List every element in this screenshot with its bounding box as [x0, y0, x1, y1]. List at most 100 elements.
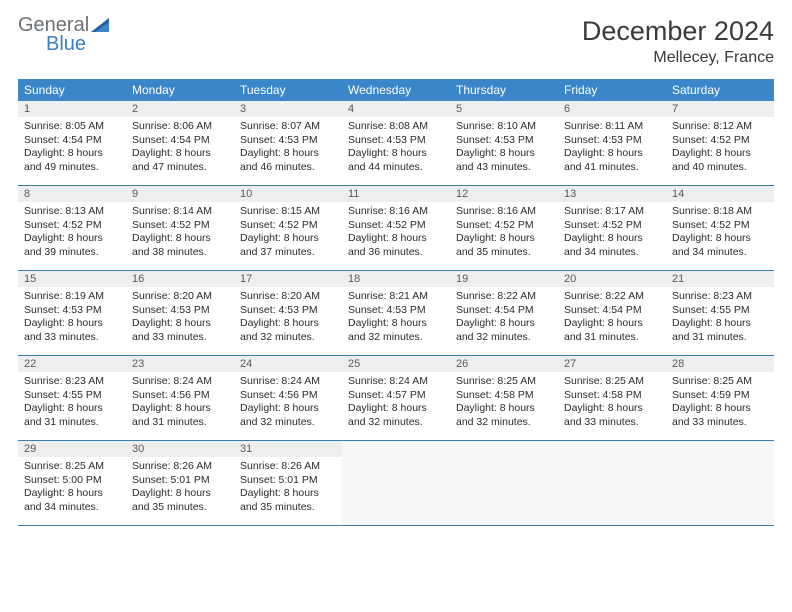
day-number: 26 [450, 356, 558, 372]
calendar-empty [450, 441, 558, 526]
day-number: 29 [18, 441, 126, 457]
calendar-day: 14Sunrise: 8:18 AMSunset: 4:52 PMDayligh… [666, 186, 774, 271]
sunset-line: Sunset: 4:52 PM [456, 219, 552, 233]
calendar-empty [342, 441, 450, 526]
calendar-day: 23Sunrise: 8:24 AMSunset: 4:56 PMDayligh… [126, 356, 234, 441]
day-number: 28 [666, 356, 774, 372]
daylight-line: Daylight: 8 hours and 47 minutes. [132, 147, 228, 174]
daylight-line: Daylight: 8 hours and 32 minutes. [348, 317, 444, 344]
calendar-day: 31Sunrise: 8:26 AMSunset: 5:01 PMDayligh… [234, 441, 342, 526]
sunset-line: Sunset: 4:55 PM [672, 304, 768, 318]
sunset-line: Sunset: 4:54 PM [456, 304, 552, 318]
calendar-day: 27Sunrise: 8:25 AMSunset: 4:58 PMDayligh… [558, 356, 666, 441]
sunset-line: Sunset: 4:53 PM [240, 134, 336, 148]
day-body: Sunrise: 8:16 AMSunset: 4:52 PMDaylight:… [450, 202, 558, 270]
daylight-line: Daylight: 8 hours and 32 minutes. [240, 402, 336, 429]
sunrise-line: Sunrise: 8:26 AM [132, 460, 228, 474]
sunrise-line: Sunrise: 8:18 AM [672, 205, 768, 219]
weekday-header: Wednesday [342, 79, 450, 101]
calendar-day: 20Sunrise: 8:22 AMSunset: 4:54 PMDayligh… [558, 271, 666, 356]
day-number: 30 [126, 441, 234, 457]
sunrise-line: Sunrise: 8:17 AM [564, 205, 660, 219]
day-body: Sunrise: 8:10 AMSunset: 4:53 PMDaylight:… [450, 117, 558, 185]
day-body: Sunrise: 8:08 AMSunset: 4:53 PMDaylight:… [342, 117, 450, 185]
location: Mellecey, France [582, 49, 774, 67]
daylight-line: Daylight: 8 hours and 46 minutes. [240, 147, 336, 174]
sunset-line: Sunset: 4:56 PM [240, 389, 336, 403]
logo: General Blue [18, 16, 113, 54]
day-number: 15 [18, 271, 126, 287]
sunrise-line: Sunrise: 8:07 AM [240, 120, 336, 134]
sunrise-line: Sunrise: 8:20 AM [132, 290, 228, 304]
month-title: December 2024 [582, 16, 774, 47]
weekday-header: Friday [558, 79, 666, 101]
sunset-line: Sunset: 5:01 PM [240, 474, 336, 488]
day-body: Sunrise: 8:14 AMSunset: 4:52 PMDaylight:… [126, 202, 234, 270]
sunrise-line: Sunrise: 8:24 AM [240, 375, 336, 389]
day-body: Sunrise: 8:24 AMSunset: 4:56 PMDaylight:… [234, 372, 342, 440]
day-body: Sunrise: 8:22 AMSunset: 4:54 PMDaylight:… [558, 287, 666, 355]
sunset-line: Sunset: 4:54 PM [564, 304, 660, 318]
day-number: 20 [558, 271, 666, 287]
sunset-line: Sunset: 4:58 PM [564, 389, 660, 403]
calendar-day: 22Sunrise: 8:23 AMSunset: 4:55 PMDayligh… [18, 356, 126, 441]
sunrise-line: Sunrise: 8:13 AM [24, 205, 120, 219]
sunrise-line: Sunrise: 8:24 AM [132, 375, 228, 389]
day-body: Sunrise: 8:05 AMSunset: 4:54 PMDaylight:… [18, 117, 126, 185]
daylight-line: Daylight: 8 hours and 41 minutes. [564, 147, 660, 174]
day-body: Sunrise: 8:24 AMSunset: 4:57 PMDaylight:… [342, 372, 450, 440]
day-body: Sunrise: 8:22 AMSunset: 4:54 PMDaylight:… [450, 287, 558, 355]
sunrise-line: Sunrise: 8:21 AM [348, 290, 444, 304]
sunrise-line: Sunrise: 8:15 AM [240, 205, 336, 219]
day-number: 5 [450, 101, 558, 117]
daylight-line: Daylight: 8 hours and 32 minutes. [240, 317, 336, 344]
daylight-line: Daylight: 8 hours and 40 minutes. [672, 147, 768, 174]
daylight-line: Daylight: 8 hours and 31 minutes. [24, 402, 120, 429]
daylight-line: Daylight: 8 hours and 36 minutes. [348, 232, 444, 259]
calendar-empty [666, 441, 774, 526]
day-number: 9 [126, 186, 234, 202]
sunset-line: Sunset: 4:56 PM [132, 389, 228, 403]
day-number: 4 [342, 101, 450, 117]
title-block: December 2024 Mellecey, France [582, 16, 774, 67]
sunset-line: Sunset: 4:54 PM [132, 134, 228, 148]
sunrise-line: Sunrise: 8:08 AM [348, 120, 444, 134]
day-number: 12 [450, 186, 558, 202]
daylight-line: Daylight: 8 hours and 44 minutes. [348, 147, 444, 174]
day-body: Sunrise: 8:24 AMSunset: 4:56 PMDaylight:… [126, 372, 234, 440]
daylight-line: Daylight: 8 hours and 31 minutes. [672, 317, 768, 344]
sunrise-line: Sunrise: 8:12 AM [672, 120, 768, 134]
day-number: 17 [234, 271, 342, 287]
day-body: Sunrise: 8:23 AMSunset: 4:55 PMDaylight:… [666, 287, 774, 355]
day-number: 22 [18, 356, 126, 372]
sunset-line: Sunset: 4:53 PM [24, 304, 120, 318]
calendar-day: 16Sunrise: 8:20 AMSunset: 4:53 PMDayligh… [126, 271, 234, 356]
day-body: Sunrise: 8:16 AMSunset: 4:52 PMDaylight:… [342, 202, 450, 270]
daylight-line: Daylight: 8 hours and 34 minutes. [24, 487, 120, 514]
sunrise-line: Sunrise: 8:25 AM [672, 375, 768, 389]
sunset-line: Sunset: 4:53 PM [240, 304, 336, 318]
daylight-line: Daylight: 8 hours and 33 minutes. [672, 402, 768, 429]
sunrise-line: Sunrise: 8:22 AM [456, 290, 552, 304]
sunset-line: Sunset: 4:52 PM [240, 219, 336, 233]
calendar-day: 7Sunrise: 8:12 AMSunset: 4:52 PMDaylight… [666, 101, 774, 186]
calendar-day: 2Sunrise: 8:06 AMSunset: 4:54 PMDaylight… [126, 101, 234, 186]
sunrise-line: Sunrise: 8:10 AM [456, 120, 552, 134]
daylight-line: Daylight: 8 hours and 39 minutes. [24, 232, 120, 259]
weekday-header: Thursday [450, 79, 558, 101]
day-body: Sunrise: 8:25 AMSunset: 5:00 PMDaylight:… [18, 457, 126, 525]
calendar-day: 28Sunrise: 8:25 AMSunset: 4:59 PMDayligh… [666, 356, 774, 441]
day-number: 31 [234, 441, 342, 457]
daylight-line: Daylight: 8 hours and 38 minutes. [132, 232, 228, 259]
daylight-line: Daylight: 8 hours and 32 minutes. [456, 402, 552, 429]
day-body: Sunrise: 8:18 AMSunset: 4:52 PMDaylight:… [666, 202, 774, 270]
day-body: Sunrise: 8:11 AMSunset: 4:53 PMDaylight:… [558, 117, 666, 185]
sunrise-line: Sunrise: 8:16 AM [348, 205, 444, 219]
sunrise-line: Sunrise: 8:24 AM [348, 375, 444, 389]
sunset-line: Sunset: 4:57 PM [348, 389, 444, 403]
sunset-line: Sunset: 4:53 PM [564, 134, 660, 148]
weekday-header: Sunday [18, 79, 126, 101]
daylight-line: Daylight: 8 hours and 32 minutes. [456, 317, 552, 344]
logo-text-blue: Blue [46, 35, 89, 54]
calendar-day: 30Sunrise: 8:26 AMSunset: 5:01 PMDayligh… [126, 441, 234, 526]
